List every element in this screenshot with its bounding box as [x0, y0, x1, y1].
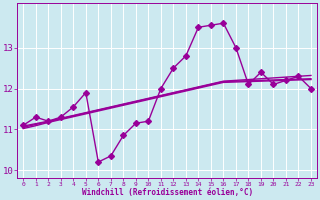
X-axis label: Windchill (Refroidissement éolien,°C): Windchill (Refroidissement éolien,°C): [82, 188, 253, 197]
